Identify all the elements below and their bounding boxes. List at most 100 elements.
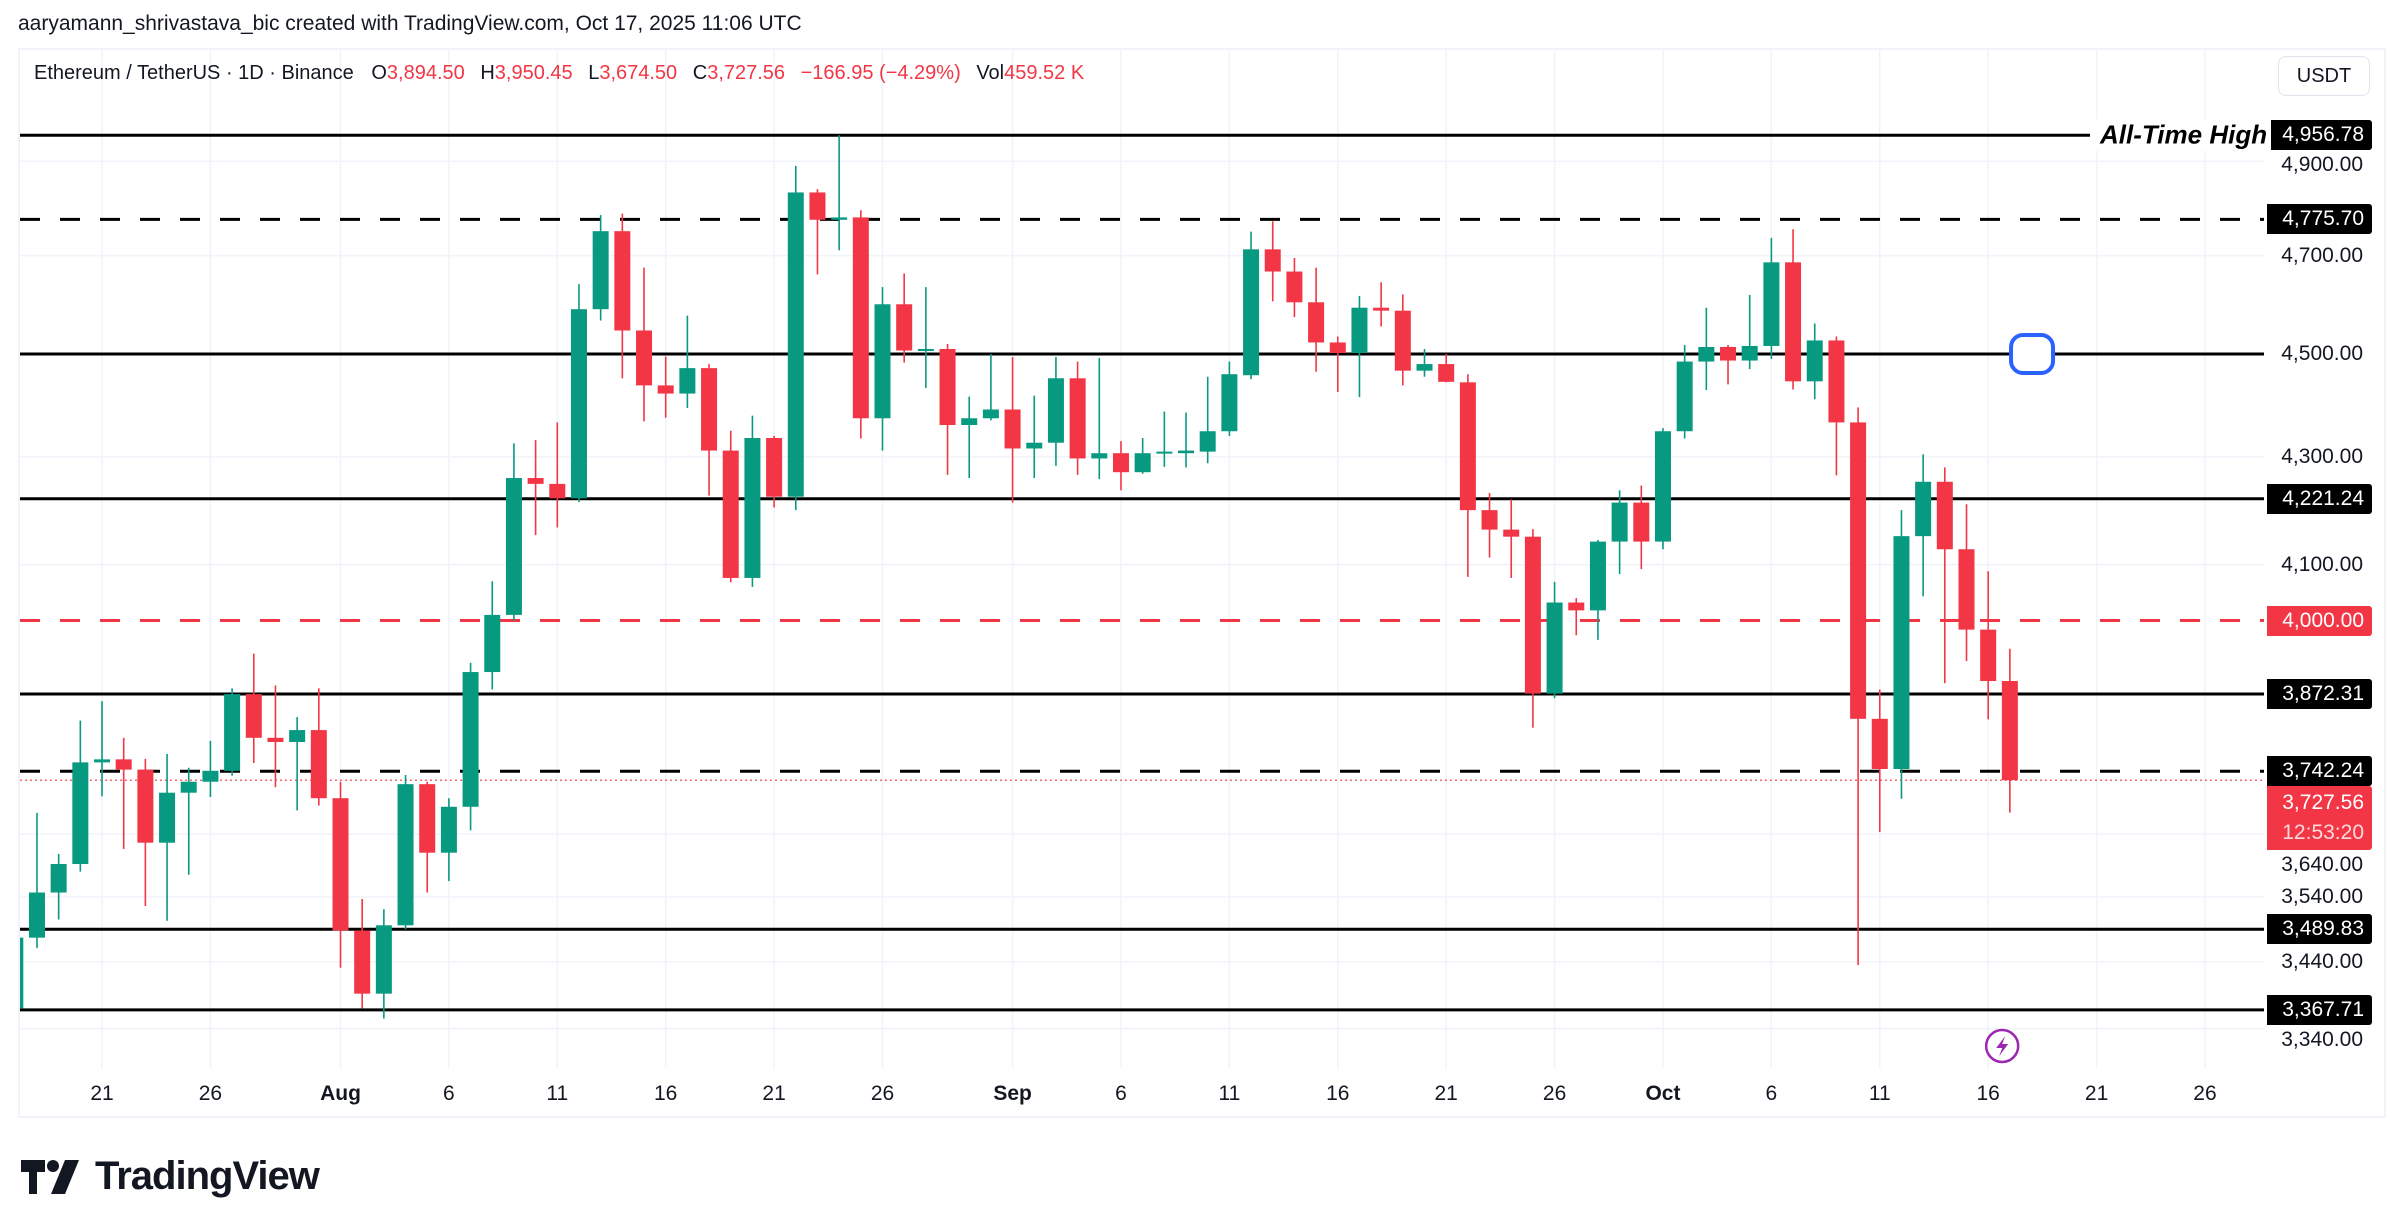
price-tick-label: 3,440.00 [2281, 949, 2363, 973]
candle-body [1373, 307, 1390, 311]
candle [549, 422, 566, 528]
date-tick-label: 21 [762, 1082, 786, 1105]
price-label: 3,727.56 [2282, 791, 2364, 815]
candle [766, 435, 783, 508]
lightning-icon [1984, 1028, 2020, 1064]
candle [289, 717, 306, 811]
candle-body [1720, 346, 1737, 361]
candle-body [982, 409, 999, 419]
price-tick-label: 3,340.00 [2281, 1027, 2363, 1051]
candle [397, 775, 414, 930]
price-label: 4,775.70 [2282, 207, 2364, 231]
candle-body [1459, 382, 1476, 511]
candle-body [592, 231, 609, 310]
level-price-tag: 4,000.00 [2267, 605, 2372, 636]
price-label: 3,367.71 [2282, 997, 2364, 1021]
candle-body [636, 330, 653, 386]
candle-body [766, 438, 783, 497]
date-tick-label: 11 [546, 1082, 569, 1105]
candle-body [1221, 374, 1238, 432]
candle-body [1134, 453, 1151, 473]
tradingview-logo: TradingView [21, 1154, 320, 1199]
candle [1741, 294, 1758, 370]
close-label: C [692, 62, 708, 84]
candle [1286, 258, 1303, 318]
level-price-tag: 4,956.78 [2267, 120, 2372, 151]
candle-body [657, 385, 674, 394]
candle [1980, 571, 1997, 720]
date-tick-label: 6 [1115, 1082, 1127, 1105]
tradingview-logo-icon [21, 1159, 79, 1194]
candle-body [289, 730, 306, 742]
date-tick-label: Aug [320, 1082, 361, 1105]
price-tick-label: 4,300.00 [2281, 444, 2363, 468]
candle-body [1589, 541, 1606, 611]
date-tick-label: 21 [1434, 1082, 1458, 1105]
lightning-icon-bolt [1996, 1036, 2009, 1056]
date-tick-label: 26 [870, 1082, 895, 1105]
candle [1112, 441, 1129, 491]
candle-body [1112, 453, 1129, 473]
candle-body [50, 864, 67, 893]
candle-body [1286, 271, 1303, 303]
level-price-tag: 3,872.31 [2267, 678, 2372, 709]
candle [202, 740, 219, 797]
horizontal-levels [20, 133, 2264, 1012]
candle [614, 213, 631, 379]
candle [809, 189, 826, 275]
candle [419, 781, 436, 893]
candle [1438, 354, 1455, 383]
candle-body [20, 937, 24, 1009]
candle-body [332, 798, 349, 931]
low-value: 3,674.50 [599, 62, 678, 84]
price-tick-label: 4,500.00 [2281, 342, 2363, 365]
candle [1243, 231, 1260, 380]
candle [1958, 504, 1975, 662]
candle [1871, 689, 1888, 833]
date-tick-label: 21 [2084, 1082, 2109, 1105]
candle [1698, 307, 1715, 390]
level-price-tag: 3,742.24 [2267, 756, 2372, 787]
candle [831, 135, 848, 251]
candle-body [896, 304, 913, 351]
candle-body [1351, 307, 1368, 353]
close-value: 3,727.56 [707, 62, 786, 84]
high-label: H [480, 62, 495, 84]
chart-attribution: aaryamann_shrivastava_bic created with T… [18, 12, 802, 35]
level-price-tag: 3,367.71 [2267, 994, 2372, 1025]
candle-body [961, 418, 978, 426]
candle-body [1936, 481, 1953, 550]
low-label: L [588, 62, 600, 84]
candle-body [1785, 262, 1802, 382]
candle [1373, 282, 1390, 327]
date-tick-label: 21 [90, 1082, 114, 1105]
candle-body [159, 792, 176, 843]
candle [1828, 336, 1845, 476]
candle [375, 909, 392, 1019]
candle [1524, 529, 1541, 728]
candle [570, 284, 587, 503]
candle [679, 315, 696, 408]
symbol-legend: Ethereum / TetherUS · 1D · Binance O3,89… [34, 62, 1094, 85]
currency-button[interactable]: USDT [2278, 56, 2370, 96]
level-price-tag: 4,775.70 [2267, 204, 2372, 235]
open-value: 3,894.50 [386, 62, 465, 84]
level-price-tag: 3,489.83 [2267, 914, 2372, 945]
candle-body [440, 806, 457, 853]
candle [1308, 267, 1325, 372]
candle [1936, 467, 1953, 684]
candle [28, 812, 45, 949]
date-tick-label: 16 [1326, 1082, 1350, 1105]
candle [1178, 412, 1195, 468]
candle-body [484, 614, 501, 673]
price-label: 4,000.00 [2282, 608, 2364, 632]
candle-body [1503, 529, 1520, 537]
candle-body [1416, 364, 1433, 371]
symbol-title: Ethereum / TetherUS · 1D · Binance [34, 62, 354, 84]
candle-body [917, 348, 934, 351]
price-label: 3,872.31 [2282, 681, 2364, 705]
candle-body [1654, 431, 1671, 542]
candle [982, 354, 999, 421]
candle [1611, 490, 1628, 575]
